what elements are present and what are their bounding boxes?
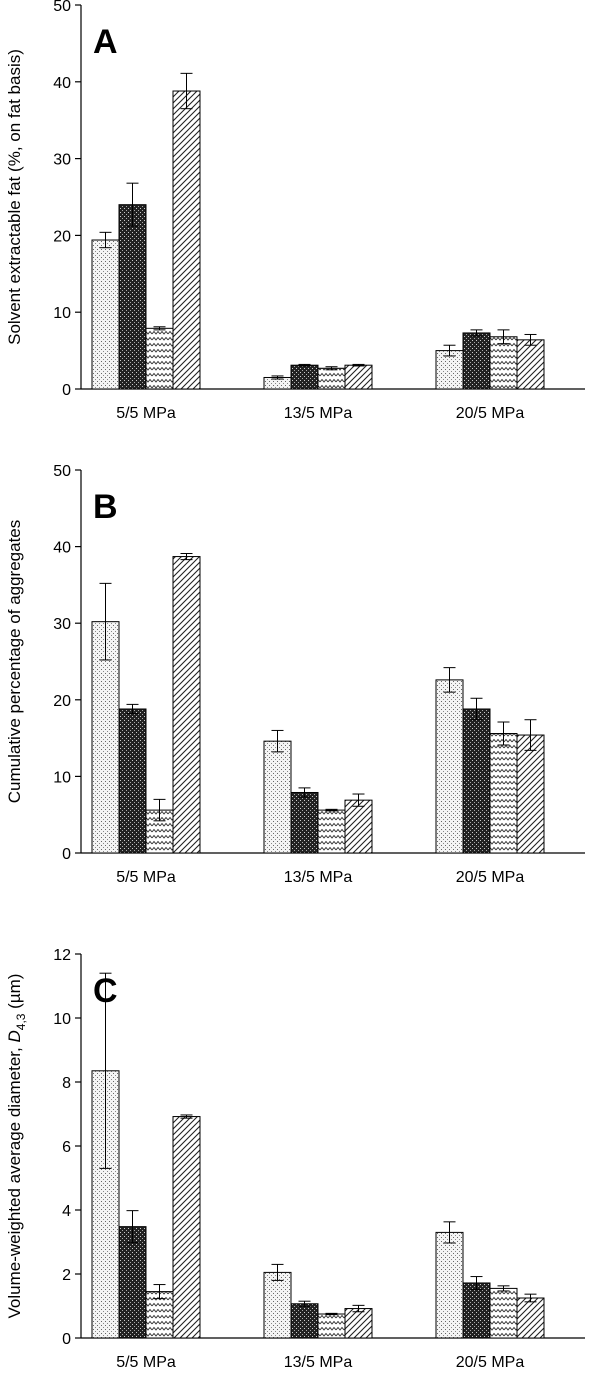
y-tick-label: 40: [53, 540, 71, 557]
y-tick-label: 10: [53, 769, 71, 786]
bar-series-2-5-5-mpa: [118, 1226, 147, 1339]
y-tick-label: 40: [53, 75, 71, 92]
bar-series-1-20-5-mpa: [435, 679, 464, 854]
y-tick-label: 0: [62, 846, 71, 863]
y-tick-label: 30: [53, 152, 71, 169]
bar-series-2-5-5-mpa: [118, 204, 147, 390]
bar-series-3-5-5-mpa: [145, 327, 174, 390]
y-tick-label: 12: [53, 947, 71, 964]
bar-series-4-5-5-mpa: [172, 1116, 201, 1339]
chart-panel-a: 0 10 20 30 40 50 5/5 MPa 13/5 MPa 20/5 MPa Solven…: [5, 0, 585, 422]
x-tick-label: 5/5 MPa: [116, 869, 176, 886]
y-tick-label: 30: [53, 616, 71, 633]
y-tick-label: 10: [53, 305, 71, 322]
bar-series-2-20-5-mpa: [462, 1282, 491, 1339]
x-tick-label: 5/5 MPa: [116, 1354, 176, 1371]
bar-series-3-13-5-mpa: [317, 367, 346, 390]
y-tick-label: 20: [53, 693, 71, 710]
bar-series-2-13-5-mpa: [290, 791, 319, 854]
bar-series-3-20-5-mpa: [489, 733, 518, 854]
x-tick-label: 20/5 MPa: [456, 405, 525, 422]
y-tick-label: 0: [62, 1331, 71, 1348]
bar-series-4-5-5-mpa: [172, 90, 201, 390]
bar-series-2-20-5-mpa: [462, 708, 491, 854]
bar-series-3-20-5-mpa: [489, 1287, 518, 1339]
bar-series-4-13-5-mpa: [344, 364, 373, 390]
panel-letter: B: [93, 488, 118, 526]
x-tick-label: 5/5 MPa: [116, 405, 176, 422]
bar-series-1-13-5-mpa: [263, 740, 292, 854]
y-tick-label: 2: [62, 1267, 71, 1284]
bar-series-3-13-5-mpa: [317, 1313, 346, 1339]
bar-series-4-13-5-mpa: [344, 1308, 373, 1339]
bar-series-2-13-5-mpa: [290, 364, 319, 390]
bar-series-4-20-5-mpa: [516, 734, 545, 854]
x-tick-label: 13/5 MPa: [284, 405, 353, 422]
y-axis-title: Cumulative percentage of aggregates: [5, 520, 24, 804]
y-tick-label: 20: [53, 228, 71, 245]
bar-series-2-13-5-mpa: [290, 1303, 319, 1339]
chart-panel-b: 0 10 20 30 40 50 5/5 MPa 13/5 MPa 20/5 MPa Cumula…: [5, 463, 585, 886]
y-axis-title-symbol: D: [5, 1030, 24, 1042]
bar-series-4-20-5-mpa: [516, 339, 545, 390]
y-tick-label: 50: [53, 463, 71, 480]
bar-series-4-13-5-mpa: [344, 799, 373, 854]
y-tick-label: 0: [62, 382, 71, 399]
bar-series-1-5-5-mpa: [91, 239, 120, 390]
y-axis-title-prefix: Volume-weighted average diameter,: [5, 1043, 24, 1319]
chart-panel-c: 0 2 4 6 8 10 12 5/5 MPa 13/5 MPa 20/5 MPa Volume-w…: [5, 947, 585, 1371]
bar-series-4-5-5-mpa: [172, 556, 201, 854]
x-tick-label: 20/5 MPa: [456, 869, 525, 886]
bar-series-2-20-5-mpa: [462, 332, 491, 390]
y-tick-label: 8: [62, 1075, 71, 1092]
bar-series-4-20-5-mpa: [516, 1297, 545, 1339]
bar-series-1-20-5-mpa: [435, 1231, 464, 1339]
bar-series-1-20-5-mpa: [435, 350, 464, 390]
y-tick-label: 4: [62, 1203, 71, 1220]
x-tick-label: 13/5 MPa: [284, 869, 353, 886]
y-axis-title: Solvent extractable fat (%, on fat basis…: [5, 49, 24, 345]
y-tick-label: 10: [53, 1011, 71, 1028]
y-axis-title: Volume-weighted average diameter, D4,3 (…: [5, 974, 28, 1319]
bar-series-3-20-5-mpa: [489, 336, 518, 390]
bar-series-1-13-5-mpa: [263, 1271, 292, 1339]
y-tick-label: 50: [53, 0, 71, 15]
bar-series-3-13-5-mpa: [317, 809, 346, 854]
x-tick-label: 20/5 MPa: [456, 1354, 525, 1371]
panel-letter: A: [93, 23, 118, 61]
y-axis-title-subscript: 4,3: [14, 1013, 28, 1030]
x-tick-label: 13/5 MPa: [284, 1354, 353, 1371]
y-axis-title-unit: (µm): [5, 974, 24, 1014]
bar-series-2-5-5-mpa: [118, 708, 147, 854]
y-tick-label: 6: [62, 1139, 71, 1156]
